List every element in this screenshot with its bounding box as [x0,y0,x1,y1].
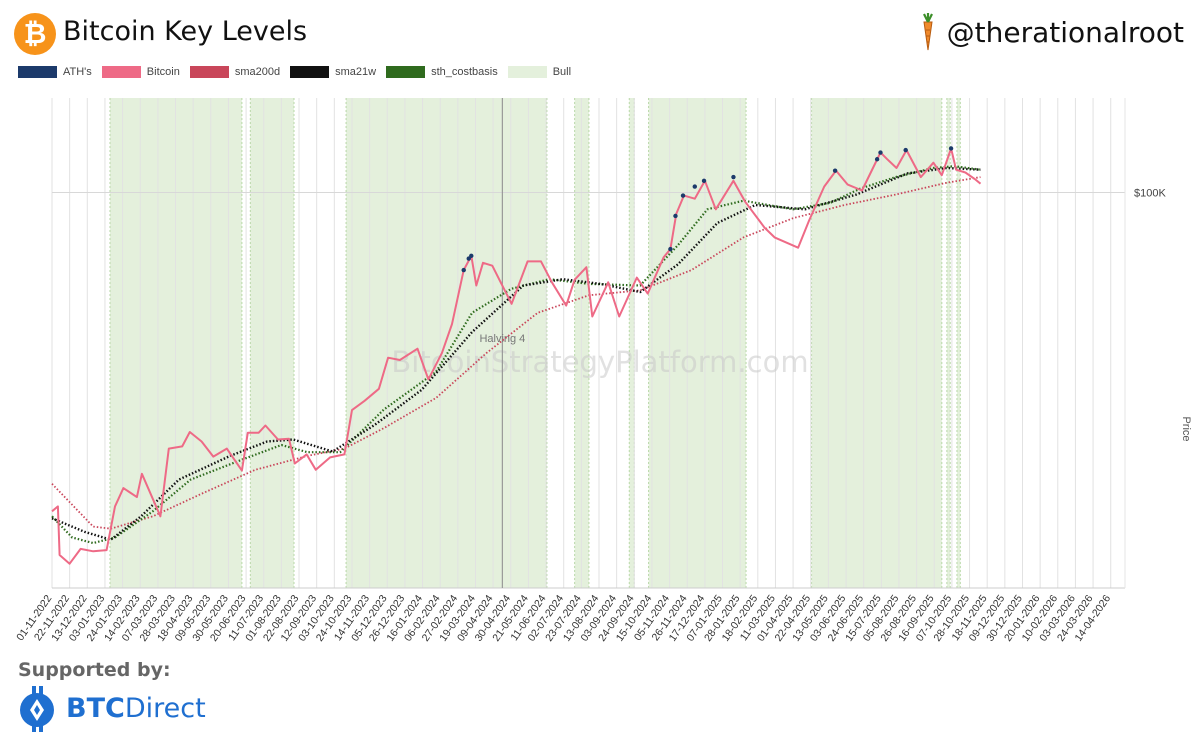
sponsor-name-prefix: BTC [66,692,125,724]
legend-label-sma200d: sma200d [234,66,281,78]
legend-swatch-bull [507,66,547,78]
legend-item-bitcoin[interactable]: Bitcoin [101,66,180,78]
handle-text: @therationalroot [946,15,1184,49]
ath-point [673,213,678,219]
sponsor-name-suffix: Direct [124,692,206,724]
ath-point [878,150,883,155]
bull-region [648,98,747,588]
watermark: BitcoinStrategyPlatform.com [391,345,808,379]
ath-point [701,178,707,184]
bull-region [956,98,961,588]
halving-label: Halving 4 [479,333,525,345]
legend-swatch-ath [18,66,57,78]
sponsor-name: BTCDirect [66,693,206,724]
legend-label-sma21w: sma21w [335,66,377,78]
bull-region [250,98,294,588]
ath-point [668,246,673,252]
bull-region [346,98,547,588]
author-handle: @therationalroot [915,12,1184,52]
page-title: Bitcoin Key Levels [63,16,308,47]
carrot-icon [922,13,933,51]
bull-region [629,98,635,588]
series-line-sma200d [51,176,981,530]
price-chart[interactable]: $100K Price BitcoinStrategyPlatform.comHal… [0,84,1200,656]
legend-swatch-sma21w [290,66,330,78]
x-gridlines [51,98,1112,588]
chart-legend: ATH's Bitcoin sma200d sma21w sth_costbas… [18,64,581,80]
legend-swatch-sth-costbasis [386,66,426,78]
ath-point [680,193,686,198]
ath-point [692,184,697,189]
series-line-sma21w [51,166,981,542]
legend-label-ath: ATH's [63,66,92,78]
y-tick-label: $100K [1134,188,1166,200]
ath-point [731,174,736,180]
x-tick-labels: 01-11-202222-11-202213-12-202203-01-2023… [14,593,1113,644]
legend-item-ath[interactable]: ATH's [18,66,92,78]
bull-region [946,98,951,588]
ath-point [832,168,838,173]
bitcoin-icon: ₿ [14,13,56,55]
ath-point [469,253,474,259]
btcdirect-icon [20,686,54,732]
bull-regions [109,98,961,588]
series-line-sth-costbasis [51,165,981,545]
legend-item-sma200d[interactable]: sma200d [189,66,281,78]
legend-label-bitcoin: Bitcoin [146,66,180,78]
header: ₿ Bitcoin Key Levels @therationalroot [0,0,1200,64]
legend-label-bull: Bull [552,66,572,78]
legend-swatch-sma200d [189,66,229,78]
legend-item-bull[interactable]: Bull [507,66,572,78]
ath-markers [461,146,954,273]
ath-point [903,147,908,153]
ath-point [461,267,466,273]
legend-item-sma21w[interactable]: sma21w [290,66,376,78]
sponsor-logo[interactable]: BTCDirect [18,684,206,732]
legend-label-sth-costbasis: sth_costbasis [431,66,498,78]
ath-point [874,157,880,162]
ath-point [948,146,954,151]
bull-region [811,98,942,588]
legend-item-sth-costbasis[interactable]: sth_costbasis [386,66,498,78]
legend-swatch-bitcoin [101,66,141,78]
y-axis-label: Price [1180,416,1192,441]
supported-by-label: Supported by: [18,659,171,681]
